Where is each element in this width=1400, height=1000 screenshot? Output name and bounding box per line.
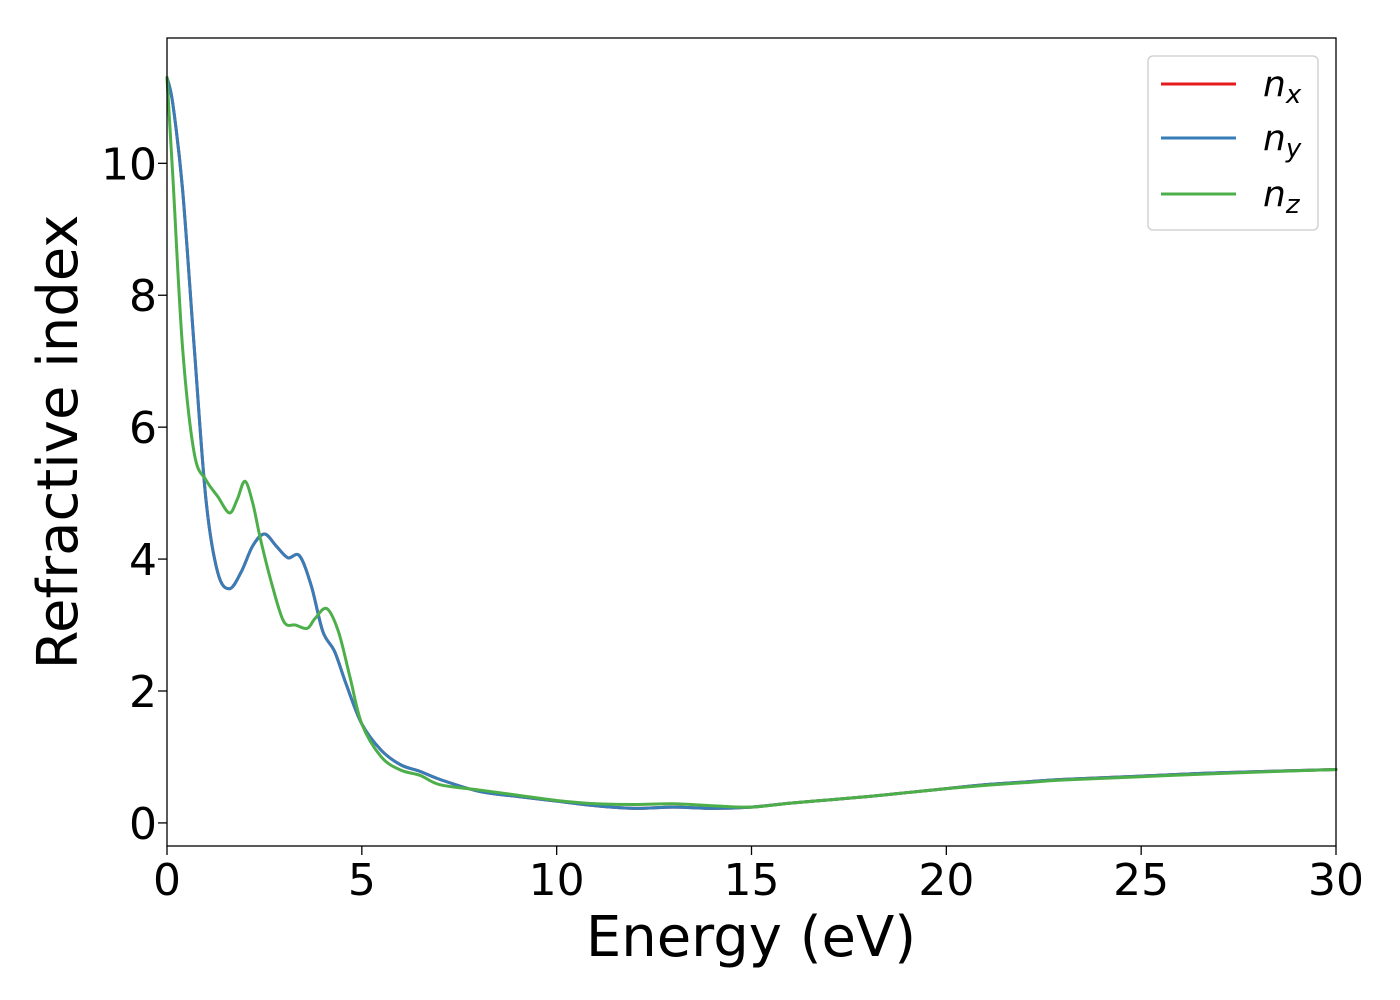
y-tick-label: 4 xyxy=(129,535,157,586)
legend-label-nx: nx xyxy=(1263,64,1302,110)
y-tick-label: 10 xyxy=(101,139,157,190)
y-tick-label: 0 xyxy=(129,799,157,850)
plot-background xyxy=(167,38,1336,846)
x-tick-label: 30 xyxy=(1308,855,1364,906)
x-tick-label: 20 xyxy=(918,855,974,906)
series-line-nz xyxy=(165,76,1338,809)
x-tick-label: 15 xyxy=(724,855,780,906)
legend-label-nx-sub: x xyxy=(1285,80,1302,110)
x-tick-label: 10 xyxy=(529,855,585,906)
legend-label-nx-base: n xyxy=(1263,64,1286,105)
y-axis-ticks: 0 2 4 6 8 10 xyxy=(101,139,167,850)
series-layer xyxy=(165,76,1338,810)
y-tick-label: 6 xyxy=(129,403,157,454)
x-tick-label: 0 xyxy=(153,855,181,906)
x-tick-label: 25 xyxy=(1113,855,1169,906)
y-tick-label: 8 xyxy=(129,271,157,322)
y-axis-label: Refractive index xyxy=(26,215,91,670)
legend-label-nz-base: n xyxy=(1263,174,1286,215)
legend-label-ny-base: n xyxy=(1263,118,1286,159)
legend: nx ny nz xyxy=(1147,55,1319,231)
legend-label-nz: nz xyxy=(1263,174,1301,220)
legend-label-ny: ny xyxy=(1263,118,1302,164)
legend-frame xyxy=(1147,55,1319,231)
x-tick-label: 5 xyxy=(348,855,376,906)
x-axis-label: Energy (eV) xyxy=(586,905,916,970)
y-tick-label: 2 xyxy=(129,667,157,718)
legend-label-ny-sub: y xyxy=(1285,134,1302,164)
x-axis-ticks: 0 5 10 15 20 25 30 xyxy=(153,846,1364,906)
legend-label-nz-sub: z xyxy=(1285,190,1301,220)
